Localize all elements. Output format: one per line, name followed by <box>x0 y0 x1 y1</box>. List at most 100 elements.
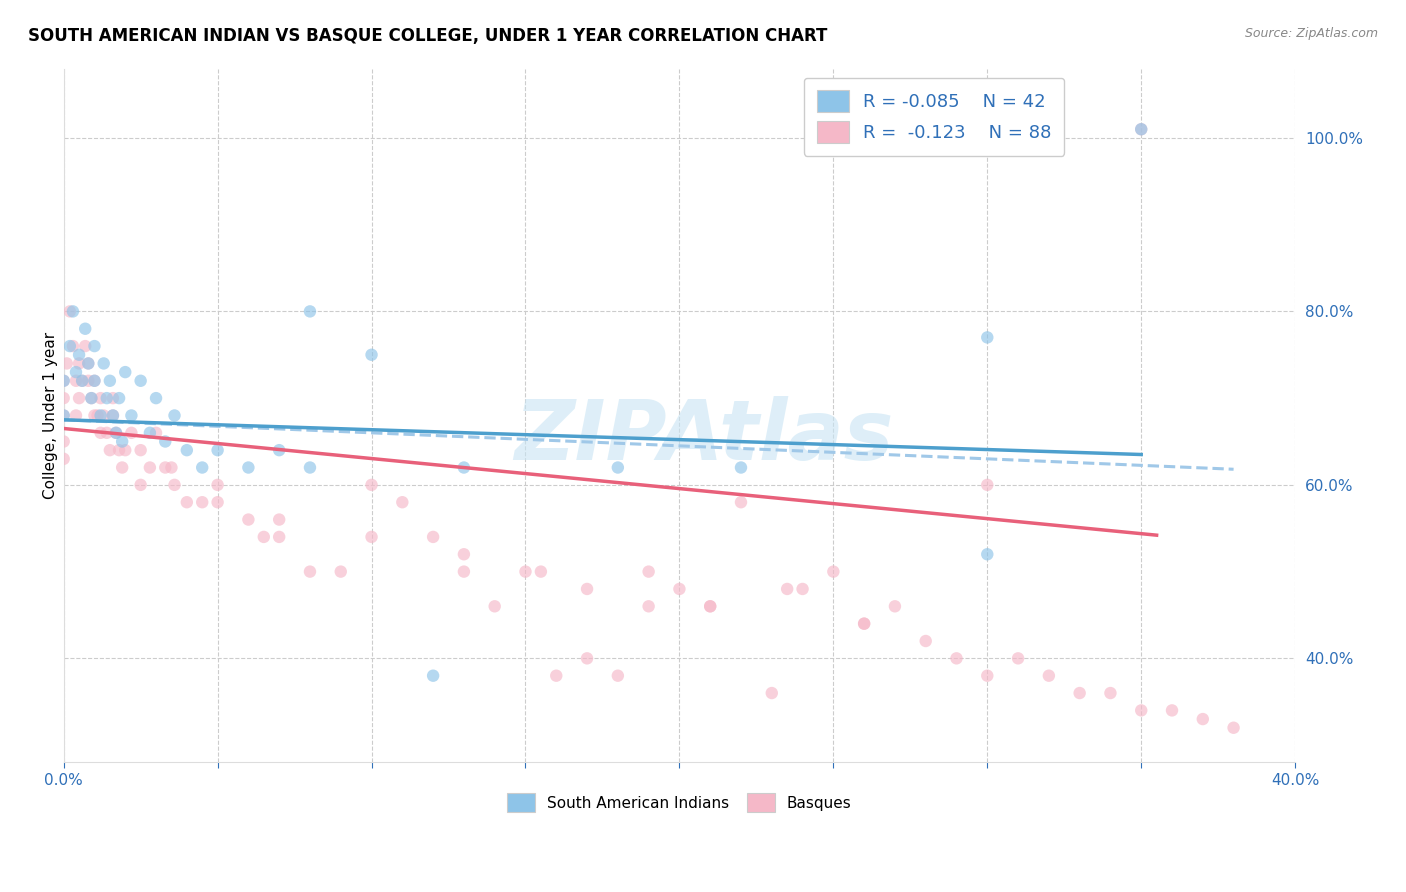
Point <box>90 425 112 440</box>
Point <box>422 669 444 683</box>
Point <box>976 547 998 561</box>
Point <box>105 425 128 440</box>
Point <box>853 616 876 631</box>
Point <box>52 409 75 423</box>
Point <box>90 409 112 423</box>
Point <box>453 565 475 579</box>
Point <box>96 391 118 405</box>
Point <box>105 425 128 440</box>
Point <box>93 409 115 423</box>
Point <box>67 391 90 405</box>
Point <box>253 530 276 544</box>
Point <box>176 443 198 458</box>
Point <box>55 356 77 370</box>
Point <box>86 409 108 423</box>
Point <box>546 669 568 683</box>
Point <box>65 365 87 379</box>
Point <box>637 599 659 614</box>
Point <box>453 547 475 561</box>
Legend: South American Indians, Basques: South American Indians, Basques <box>495 781 863 824</box>
Point <box>129 478 152 492</box>
Point <box>62 304 84 318</box>
Point <box>120 425 142 440</box>
Point <box>52 391 75 405</box>
Point <box>108 443 131 458</box>
Point <box>576 651 599 665</box>
Point <box>761 686 783 700</box>
Point <box>98 443 121 458</box>
Point <box>52 451 75 466</box>
Point <box>70 374 93 388</box>
Point <box>62 339 84 353</box>
Point <box>606 669 628 683</box>
Point <box>269 530 291 544</box>
Point <box>70 374 93 388</box>
Point <box>823 565 845 579</box>
Point <box>1007 651 1029 665</box>
Point <box>1038 669 1060 683</box>
Point <box>530 565 553 579</box>
Point <box>67 356 90 370</box>
Text: ZIPAtlas: ZIPAtlas <box>515 396 894 477</box>
Y-axis label: College, Under 1 year: College, Under 1 year <box>44 332 58 499</box>
Point <box>730 495 752 509</box>
Point <box>269 443 291 458</box>
Point <box>484 599 506 614</box>
Point <box>129 374 152 388</box>
Point <box>453 460 475 475</box>
Point <box>111 460 134 475</box>
Point <box>129 443 152 458</box>
Point <box>207 495 229 509</box>
Point <box>191 460 214 475</box>
Point <box>329 565 352 579</box>
Point <box>83 374 105 388</box>
Point <box>1099 686 1122 700</box>
Point <box>1130 122 1153 136</box>
Point <box>699 599 721 614</box>
Point <box>65 409 87 423</box>
Point <box>163 478 186 492</box>
Point <box>207 443 229 458</box>
Point <box>298 460 321 475</box>
Point <box>98 374 121 388</box>
Point <box>668 582 690 596</box>
Point <box>96 425 118 440</box>
Point <box>637 565 659 579</box>
Point <box>59 304 82 318</box>
Point <box>976 478 998 492</box>
Point <box>52 374 75 388</box>
Point <box>65 374 87 388</box>
Point <box>83 374 105 388</box>
Text: Source: ZipAtlas.com: Source: ZipAtlas.com <box>1244 27 1378 40</box>
Point <box>422 530 444 544</box>
Point <box>52 374 75 388</box>
Point <box>108 391 131 405</box>
Point <box>730 460 752 475</box>
Point <box>1161 703 1184 717</box>
Point <box>1130 703 1153 717</box>
Point <box>59 339 82 353</box>
Point <box>163 409 186 423</box>
Point <box>207 478 229 492</box>
Point <box>139 460 162 475</box>
Point <box>776 582 799 596</box>
Point <box>83 409 105 423</box>
Point <box>120 409 142 423</box>
Point <box>360 348 382 362</box>
Point <box>77 356 100 370</box>
Point <box>77 374 100 388</box>
Point <box>52 409 75 423</box>
Point <box>101 391 124 405</box>
Point <box>515 565 537 579</box>
Point <box>52 434 75 449</box>
Point <box>976 669 998 683</box>
Point <box>114 365 136 379</box>
Point <box>160 460 183 475</box>
Point <box>176 495 198 509</box>
Point <box>606 460 628 475</box>
Point <box>145 391 167 405</box>
Point <box>80 391 103 405</box>
Point <box>976 330 998 344</box>
Point <box>101 409 124 423</box>
Point <box>67 348 90 362</box>
